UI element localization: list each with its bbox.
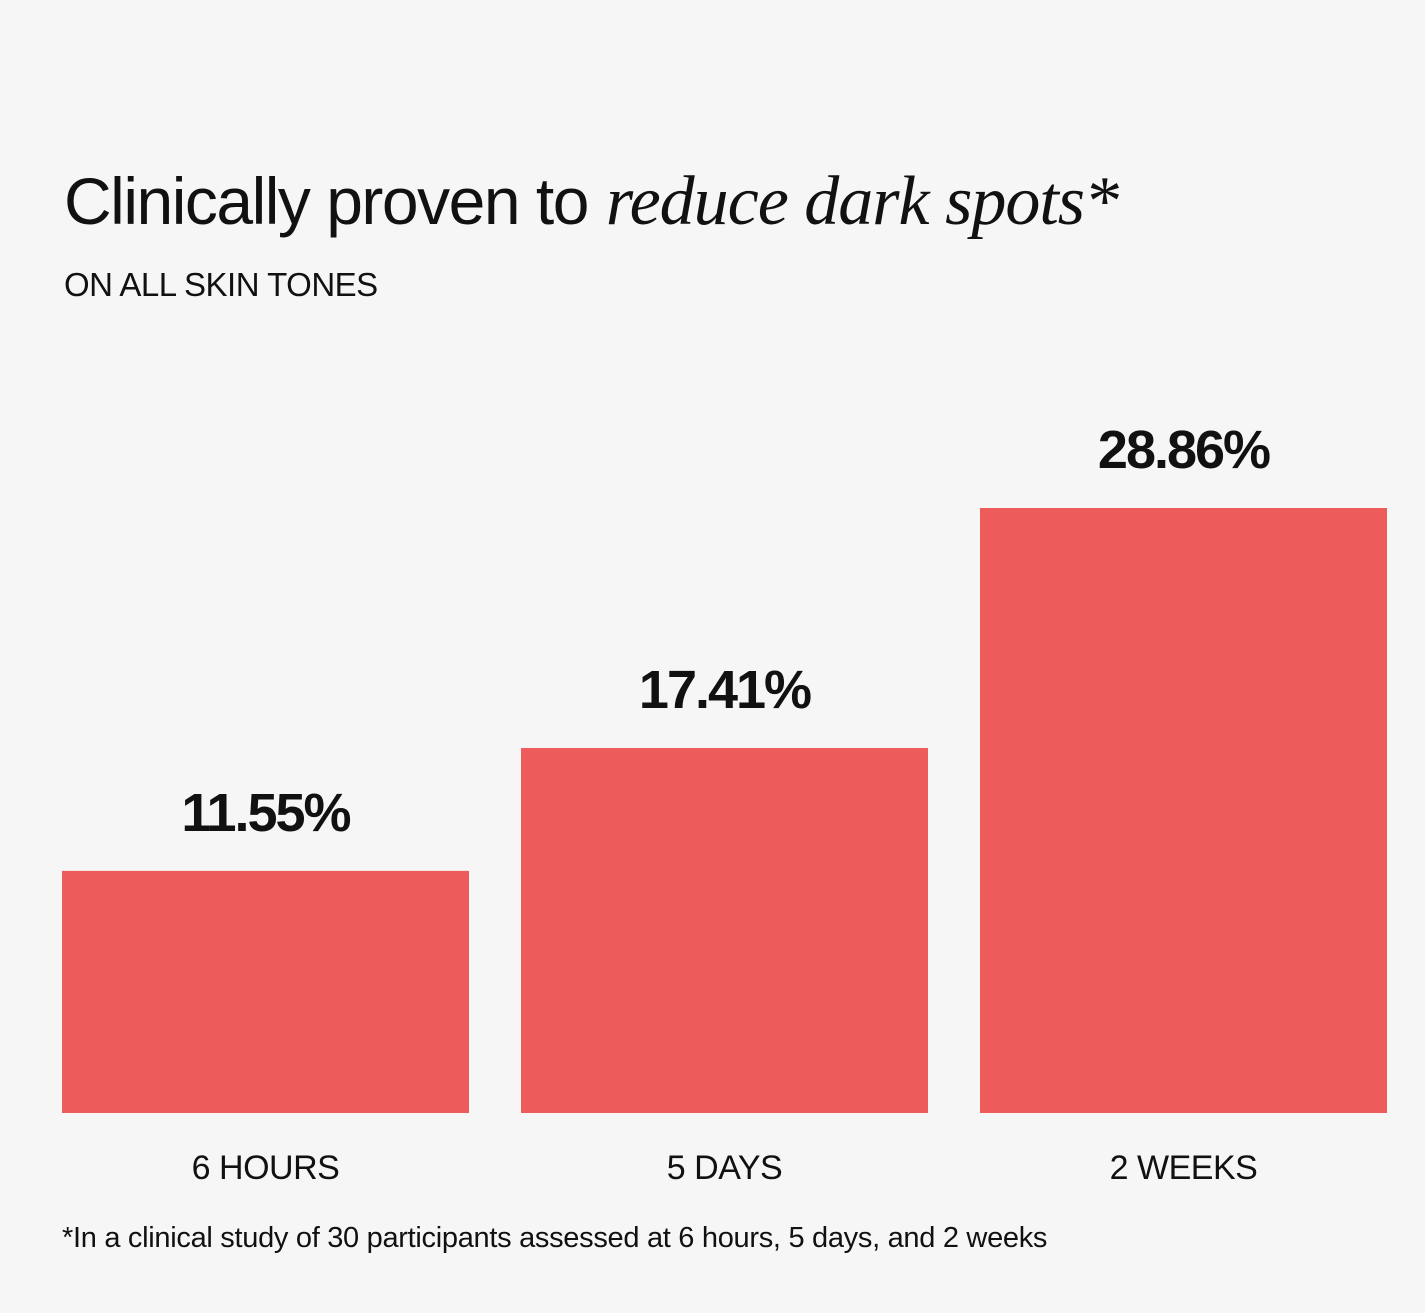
chart-title-emphasis: reduce dark spots*	[606, 163, 1119, 240]
x-tick-label: 5 DAYS	[667, 1149, 782, 1187]
value-label: 17.41%	[639, 660, 811, 720]
bar	[521, 748, 928, 1113]
value-label: 28.86%	[1098, 420, 1270, 480]
x-tick-label: 2 WEEKS	[1110, 1149, 1258, 1187]
x-tick-label: 6 HOURS	[192, 1149, 340, 1187]
bar	[62, 870, 469, 1113]
bar	[980, 508, 1387, 1113]
footnote: *In a clinical study of 30 participants …	[62, 1222, 1047, 1254]
chart-subtitle: ON ALL SKIN TONES	[64, 266, 378, 303]
chart-title: Clinically proven to	[64, 164, 588, 238]
value-label: 11.55%	[181, 783, 350, 843]
